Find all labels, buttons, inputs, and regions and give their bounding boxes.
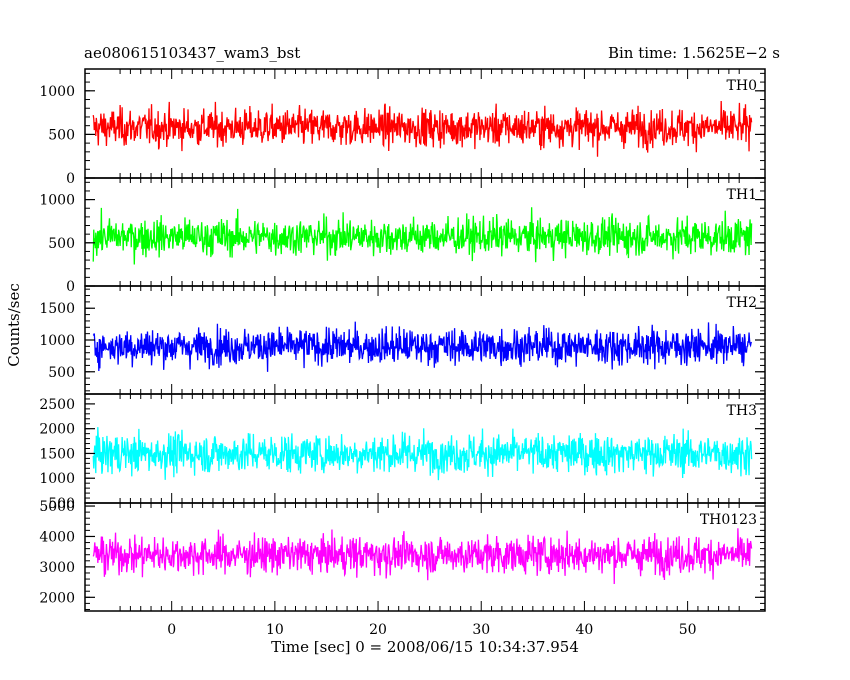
panel-label-th1: TH1 [727, 187, 757, 203]
y-tick-label: 0 [66, 279, 75, 295]
y-tick-label: 1000 [39, 333, 75, 349]
x-tick-label: 20 [369, 622, 387, 638]
panel-frame-th0123 [84, 502, 766, 612]
y-tick-label: 500 [48, 365, 75, 381]
y-tick-label: 2000 [39, 422, 75, 438]
y-tick-label: 1000 [39, 193, 75, 209]
y-tick-label: 5000 [39, 499, 75, 515]
panel-label-th3: TH3 [727, 403, 757, 419]
series-line-th1 [92, 207, 753, 265]
bin-time-label: Bin time: 1.5625E−2 s [607, 44, 780, 62]
x-tick-label: 30 [472, 622, 490, 638]
series-line-th0123 [92, 528, 753, 585]
y-axis-label-wrap: Counts/sec [4, 250, 24, 400]
x-axis-label: Time [sec] 0 = 2008/06/15 10:34:37.954 [271, 638, 579, 656]
series-line-th3 [92, 427, 753, 481]
y-tick-label: 500 [48, 496, 75, 512]
y-tick-label: 2500 [39, 397, 75, 413]
series-line-th0 [92, 100, 753, 157]
y-tick-label: 1500 [39, 446, 75, 462]
panel-label-th2: TH2 [727, 295, 757, 311]
y-tick-label: 4000 [39, 529, 75, 545]
y-tick-label: 3000 [39, 560, 75, 576]
y-tick-label: 1000 [39, 84, 75, 100]
y-tick-label: 1500 [39, 301, 75, 317]
panel-frame-th2 [84, 285, 766, 395]
y-tick-label: 2000 [39, 590, 75, 606]
panel-label-th0: TH0 [727, 78, 757, 94]
x-tick-label: 50 [679, 622, 697, 638]
y-tick-label: 500 [48, 236, 75, 252]
y-tick-label: 0 [66, 171, 75, 187]
chart-title-left: ae080615103437_wam3_bst [84, 44, 301, 62]
series-line-th2 [92, 321, 753, 372]
y-axis-label: Counts/sec [5, 283, 23, 367]
y-tick-label: 1000 [39, 471, 75, 487]
x-tick-label: 0 [167, 622, 176, 638]
x-tick-label: 40 [576, 622, 594, 638]
x-tick-label: 10 [266, 622, 284, 638]
panel-label-th0123: TH0123 [700, 512, 757, 528]
y-tick-label: 500 [48, 127, 75, 143]
